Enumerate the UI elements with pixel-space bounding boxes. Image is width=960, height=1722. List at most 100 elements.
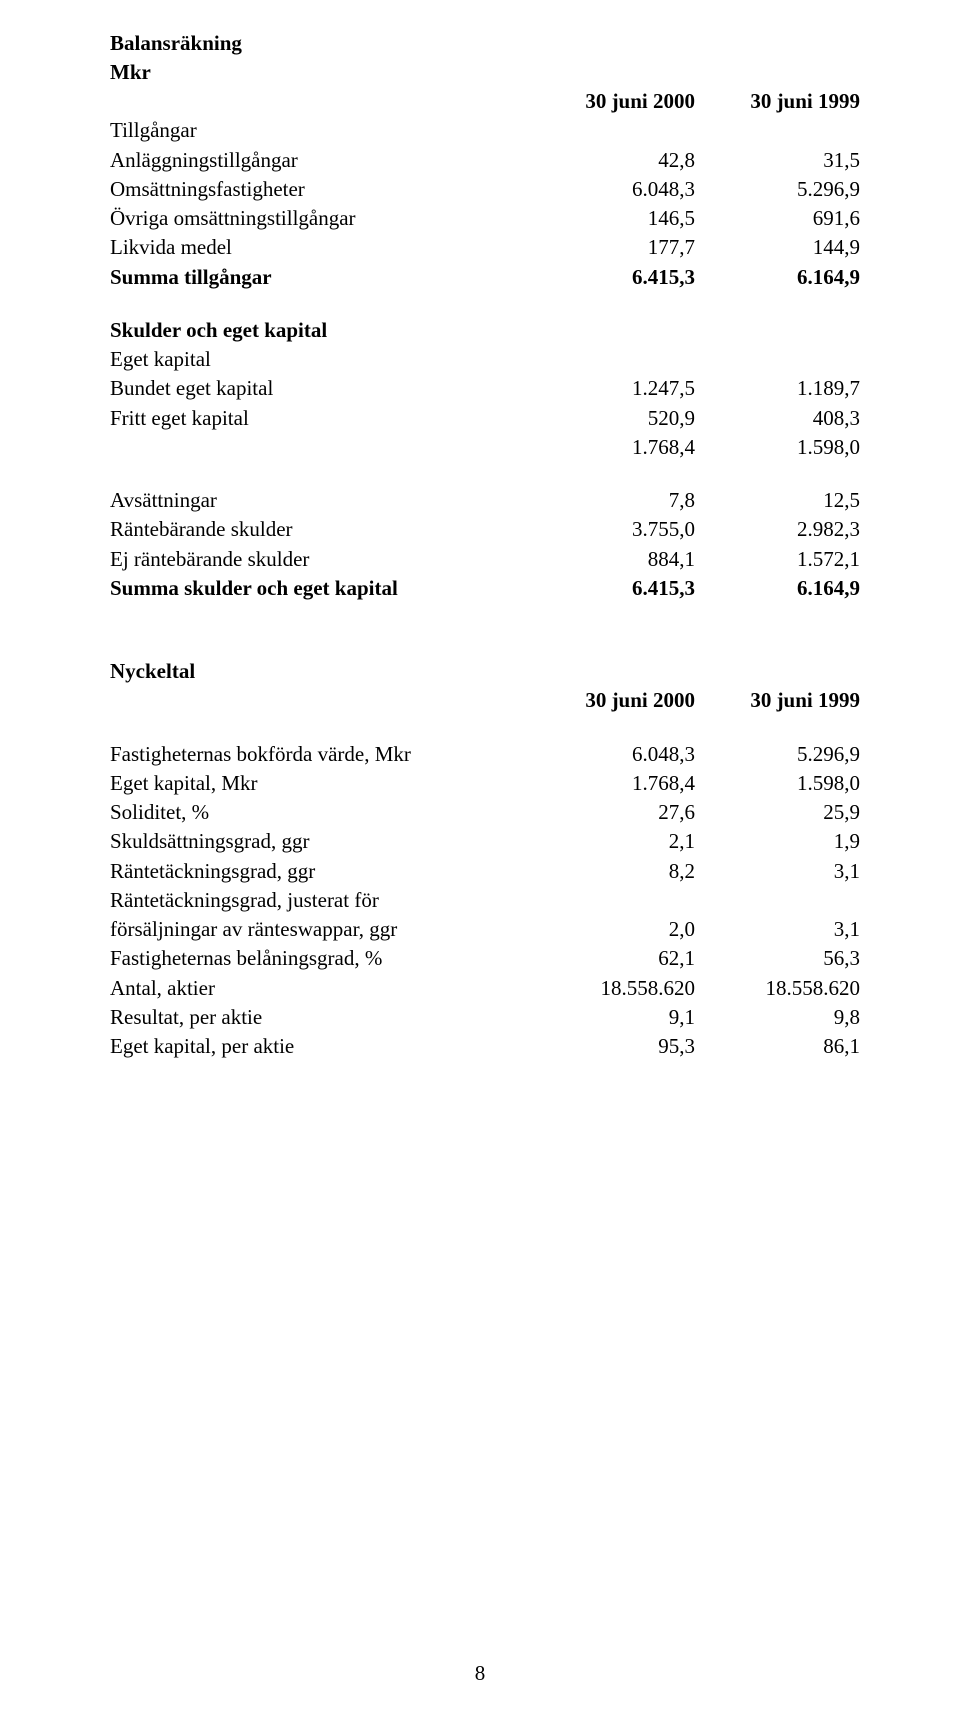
row-value: 691,6 <box>695 204 860 233</box>
row-value: 3,1 <box>695 915 860 944</box>
table-row: Eget kapital, per aktie 95,3 86,1 <box>110 1032 860 1061</box>
row-value: 7,8 <box>530 486 695 515</box>
table-row: Övriga omsättningstillgångar 146,5 691,6 <box>110 204 860 233</box>
row-value: 2,0 <box>530 915 695 944</box>
table-row: Fastigheternas bokförda värde, Mkr 6.048… <box>110 739 860 768</box>
table-row: försäljningar av ränteswappar, ggr 2,0 3… <box>110 915 860 944</box>
row-value: 1.189,7 <box>695 374 860 403</box>
row-value: 6.048,3 <box>530 739 695 768</box>
row-label: Antal, aktier <box>110 973 530 1002</box>
table-row: Bundet eget kapital 1.247,5 1.189,7 <box>110 374 860 403</box>
table-row: Skuldsättningsgrad, ggr 2,1 1,9 <box>110 827 860 856</box>
row-label: Avsättningar <box>110 486 530 515</box>
table-row: Resultat, per aktie 9,1 9,8 <box>110 1002 860 1031</box>
row-value: 42,8 <box>530 145 695 174</box>
row-label: Räntebärande skulder <box>110 515 530 544</box>
row-value: 86,1 <box>695 1032 860 1061</box>
page-number: 8 <box>0 1661 960 1686</box>
table-row: 30 juni 2000 30 juni 1999 <box>110 87 860 116</box>
row-value: 1.768,4 <box>530 432 695 461</box>
table-row: Summa skulder och eget kapital 6.415,3 6… <box>110 573 860 602</box>
row-label: Omsättningsfastigheter <box>110 174 530 203</box>
row-value: 31,5 <box>695 145 860 174</box>
row-value: 6.164,9 <box>695 262 860 291</box>
table-row: Soliditet, % 27,6 25,9 <box>110 798 860 827</box>
row-value: 146,5 <box>530 204 695 233</box>
row-label: Bundet eget kapital <box>110 374 530 403</box>
row-value: 9,1 <box>530 1002 695 1031</box>
row-value: 6.415,3 <box>530 262 695 291</box>
table-row: Tillgångar <box>110 116 860 145</box>
row-value: 27,6 <box>530 798 695 827</box>
row-label: Eget kapital, Mkr <box>110 768 530 797</box>
row-label: försäljningar av ränteswappar, ggr <box>110 915 530 944</box>
table-row: Nyckeltal <box>110 657 860 686</box>
balance-title: Balansräkning <box>110 28 530 57</box>
row-value: 8,2 <box>530 856 695 885</box>
row-label: Räntetäckningsgrad, ggr <box>110 856 530 885</box>
table-row: Räntetäckningsgrad, ggr 8,2 3,1 <box>110 856 860 885</box>
row-label: Likvida medel <box>110 233 530 262</box>
table-row: Antal, aktier 18.558.620 18.558.620 <box>110 973 860 1002</box>
row-value: 1.598,0 <box>695 432 860 461</box>
column-header: 30 juni 1999 <box>695 686 860 715</box>
row-value: 12,5 <box>695 486 860 515</box>
row-value: 6.048,3 <box>530 174 695 203</box>
row-value: 2,1 <box>530 827 695 856</box>
table-row: 30 juni 2000 30 juni 1999 <box>110 686 860 715</box>
row-value: 408,3 <box>695 403 860 432</box>
row-label: Summa tillgångar <box>110 262 530 291</box>
row-value: 62,1 <box>530 944 695 973</box>
row-value: 56,3 <box>695 944 860 973</box>
row-label: Fritt eget kapital <box>110 403 530 432</box>
table-row: Skulder och eget kapital <box>110 315 860 344</box>
assets-header: Tillgångar <box>110 116 530 145</box>
row-value: 18.558.620 <box>695 973 860 1002</box>
table-row: Likvida medel 177,7 144,9 <box>110 233 860 262</box>
table-row: Räntebärande skulder 3.755,0 2.982,3 <box>110 515 860 544</box>
row-label: Fastigheternas belåningsgrad, % <box>110 944 530 973</box>
row-value: 3,1 <box>695 856 860 885</box>
table-row: Ej räntebärande skulder 884,1 1.572,1 <box>110 544 860 573</box>
column-header: 30 juni 1999 <box>695 87 860 116</box>
row-value: 1.598,0 <box>695 768 860 797</box>
row-value: 1.768,4 <box>530 768 695 797</box>
row-label: Resultat, per aktie <box>110 1002 530 1031</box>
row-value: 18.558.620 <box>530 973 695 1002</box>
table-row: 1.768,4 1.598,0 <box>110 432 860 461</box>
row-value: 1.247,5 <box>530 374 695 403</box>
row-value: 1.572,1 <box>695 544 860 573</box>
row-value: 9,8 <box>695 1002 860 1031</box>
row-label: Skuldsättningsgrad, ggr <box>110 827 530 856</box>
equity-sub: Eget kapital <box>110 345 530 374</box>
table-row: Fritt eget kapital 520,9 408,3 <box>110 403 860 432</box>
balance-sheet-table: Balansräkning Mkr 30 juni 2000 30 juni 1… <box>110 28 860 1061</box>
table-row: Omsättningsfastigheter 6.048,3 5.296,9 <box>110 174 860 203</box>
table-row: Räntetäckningsgrad, justerat för <box>110 885 860 914</box>
row-value: 5.296,9 <box>695 174 860 203</box>
row-value: 884,1 <box>530 544 695 573</box>
table-row: Anläggningstillgångar 42,8 31,5 <box>110 145 860 174</box>
equity-header: Skulder och eget kapital <box>110 315 530 344</box>
row-value: 95,3 <box>530 1032 695 1061</box>
row-label: Fastigheternas bokförda värde, Mkr <box>110 739 530 768</box>
row-value: 144,9 <box>695 233 860 262</box>
ratios-title: Nyckeltal <box>110 657 530 686</box>
table-row: Eget kapital <box>110 345 860 374</box>
row-value: 6.415,3 <box>530 573 695 602</box>
row-value: 25,9 <box>695 798 860 827</box>
row-value: 6.164,9 <box>695 573 860 602</box>
row-value: 177,7 <box>530 233 695 262</box>
balance-unit: Mkr <box>110 57 530 86</box>
row-value: 3.755,0 <box>530 515 695 544</box>
table-row: Mkr <box>110 57 860 86</box>
row-label: Övriga omsättningstillgångar <box>110 204 530 233</box>
row-value: 5.296,9 <box>695 739 860 768</box>
row-value: 2.982,3 <box>695 515 860 544</box>
column-header: 30 juni 2000 <box>530 87 695 116</box>
row-label: Soliditet, % <box>110 798 530 827</box>
row-label: Ej räntebärande skulder <box>110 544 530 573</box>
column-header: 30 juni 2000 <box>530 686 695 715</box>
table-row: Eget kapital, Mkr 1.768,4 1.598,0 <box>110 768 860 797</box>
row-label: Eget kapital, per aktie <box>110 1032 530 1061</box>
